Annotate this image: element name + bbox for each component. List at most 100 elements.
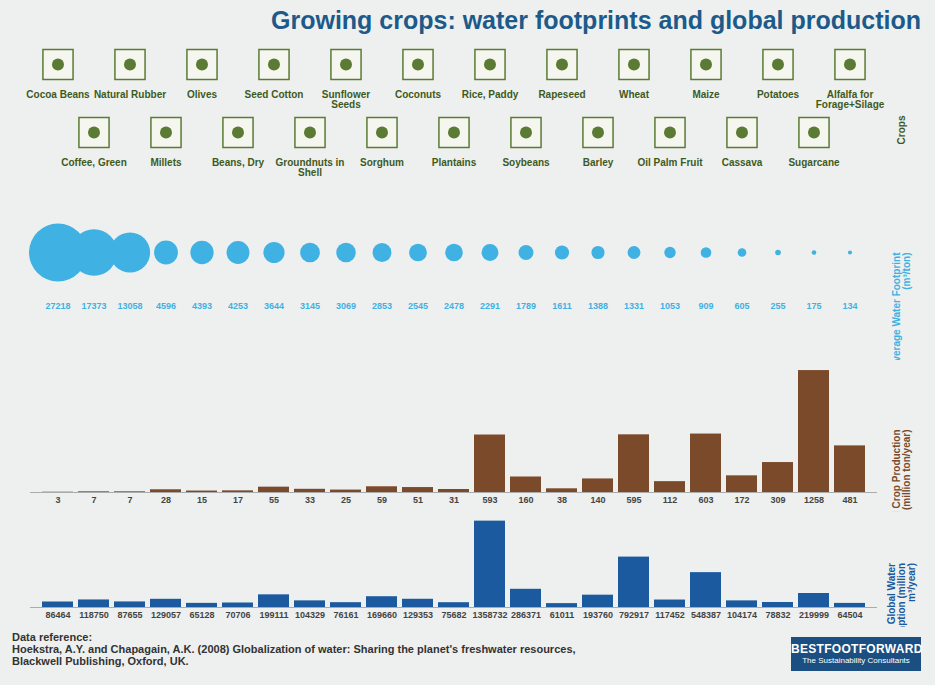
svg-text:309: 309: [770, 495, 785, 505]
svg-text:129057: 129057: [151, 610, 181, 620]
svg-text:548387: 548387: [691, 610, 721, 620]
svg-text:Oil Palm Fruit: Oil Palm Fruit: [637, 157, 703, 168]
svg-text:3: 3: [55, 495, 60, 505]
svg-text:129353: 129353: [403, 610, 433, 620]
svg-text:13058: 13058: [117, 301, 142, 311]
svg-text:286371: 286371: [511, 610, 541, 620]
svg-text:Global Crop Production(million: Global Crop Production(million ton/year): [891, 430, 912, 513]
svg-text:4253: 4253: [228, 301, 248, 311]
svg-text:Cocoa Beans: Cocoa Beans: [26, 89, 90, 100]
svg-text:64504: 64504: [837, 610, 862, 620]
svg-text:Coconuts: Coconuts: [395, 89, 442, 100]
svg-text:15: 15: [197, 495, 207, 505]
svg-text:17373: 17373: [81, 301, 106, 311]
svg-text:1611: 1611: [552, 301, 572, 311]
svg-text:2545: 2545: [408, 301, 428, 311]
svg-text:Barley: Barley: [583, 157, 614, 168]
svg-text:175: 175: [806, 301, 821, 311]
svg-text:Rapeseed: Rapeseed: [538, 89, 585, 100]
svg-text:909: 909: [698, 301, 713, 311]
svg-text:595: 595: [626, 495, 641, 505]
svg-text:255: 255: [770, 301, 785, 311]
svg-text:Soybeans: Soybeans: [502, 157, 550, 168]
svg-text:59: 59: [377, 495, 387, 505]
svg-text:Sorghum: Sorghum: [360, 157, 404, 168]
svg-text:104174: 104174: [727, 610, 757, 620]
svg-text:86464: 86464: [45, 610, 70, 620]
svg-text:Maize: Maize: [692, 89, 720, 100]
svg-text:2853: 2853: [372, 301, 392, 311]
svg-text:55: 55: [269, 495, 279, 505]
svg-text:140: 140: [590, 495, 605, 505]
svg-text:76161: 76161: [333, 610, 358, 620]
svg-text:Wheat: Wheat: [619, 89, 650, 100]
svg-text:172: 172: [734, 495, 749, 505]
svg-text:Crops: Crops: [896, 115, 907, 144]
svg-text:605: 605: [734, 301, 749, 311]
svg-text:4393: 4393: [192, 301, 212, 311]
svg-text:603: 603: [698, 495, 713, 505]
html-text:Hoekstra, A.Y. and Chapagain,: Hoekstra, A.Y. and Chapagain, A.K. (2008…: [12, 643, 576, 655]
svg-text:27218: 27218: [45, 301, 70, 311]
svg-text:7: 7: [127, 495, 132, 505]
svg-text:33: 33: [305, 495, 315, 505]
svg-text:593: 593: [482, 495, 497, 505]
svg-text:Millets: Millets: [150, 157, 182, 168]
svg-text:61011: 61011: [550, 610, 575, 620]
svg-text:Cassava: Cassava: [722, 157, 763, 168]
svg-text:SunflowerSeeds: SunflowerSeeds: [322, 89, 370, 110]
svg-text:78832: 78832: [765, 610, 790, 620]
svg-text:1258: 1258: [804, 495, 824, 505]
svg-text:Coffee, Green: Coffee, Green: [61, 157, 127, 168]
svg-text:7: 7: [91, 495, 96, 505]
svg-text:199111: 199111: [259, 610, 288, 620]
svg-text:Natural Rubber: Natural Rubber: [94, 89, 166, 100]
svg-text:Average Water Footprint(m³/ton: Average Water Footprint(m³/ton): [891, 252, 912, 360]
svg-text:1053: 1053: [660, 301, 680, 311]
svg-text:193760: 193760: [583, 610, 613, 620]
svg-text:160: 160: [518, 495, 533, 505]
svg-text:17: 17: [233, 495, 243, 505]
svg-text:134: 134: [842, 301, 857, 311]
svg-text:65128: 65128: [189, 610, 214, 620]
svg-text:4596: 4596: [156, 301, 176, 311]
svg-text:1388: 1388: [588, 301, 608, 311]
svg-text:112: 112: [663, 495, 678, 505]
svg-text:219999: 219999: [799, 610, 829, 620]
svg-text:70706: 70706: [225, 610, 250, 620]
svg-text:3644: 3644: [264, 301, 284, 311]
svg-text:1358732: 1358732: [472, 610, 507, 620]
svg-text:118750: 118750: [79, 610, 109, 620]
svg-text:Seed Cotton: Seed Cotton: [245, 89, 304, 100]
svg-text:1789: 1789: [516, 301, 536, 311]
svg-text:87655: 87655: [117, 610, 142, 620]
html-text:Growing crops: water footprint: Growing crops: water footprints and glob…: [271, 6, 921, 34]
svg-text:3145: 3145: [300, 301, 320, 311]
svg-text:1331: 1331: [624, 301, 644, 311]
svg-text:Rice, Paddy: Rice, Paddy: [462, 89, 519, 100]
svg-text:Global WaterConsumption (milli: Global WaterConsumption (millionm³/year): [886, 563, 917, 627]
svg-text:51: 51: [413, 495, 423, 505]
svg-text:104329: 104329: [295, 610, 325, 620]
svg-text:Alfalfa forForage+Silage: Alfalfa forForage+Silage: [816, 89, 885, 110]
svg-text:Potatoes: Potatoes: [757, 89, 800, 100]
svg-text:25: 25: [341, 495, 351, 505]
svg-text:481: 481: [842, 495, 857, 505]
svg-text:Olives: Olives: [187, 89, 217, 100]
svg-text:3069: 3069: [336, 301, 356, 311]
svg-text:31: 31: [449, 495, 459, 505]
svg-text:117452: 117452: [655, 610, 685, 620]
svg-text:2291: 2291: [480, 301, 500, 311]
svg-text:2478: 2478: [444, 301, 464, 311]
svg-text:38: 38: [557, 495, 567, 505]
svg-text:Sugarcane: Sugarcane: [788, 157, 840, 168]
svg-text:792917: 792917: [619, 610, 649, 620]
svg-text:75682: 75682: [441, 610, 466, 620]
svg-text:Plantains: Plantains: [432, 157, 477, 168]
svg-text:Groundnuts inShell: Groundnuts inShell: [276, 157, 345, 178]
svg-text:Beans, Dry: Beans, Dry: [212, 157, 265, 168]
svg-text:169660: 169660: [367, 610, 397, 620]
html-text:Data reference:: Data reference:: [12, 631, 93, 643]
html-text:BESTFOOTFORWARD: BESTFOOTFORWARD: [791, 642, 923, 656]
svg-text:28: 28: [161, 495, 171, 505]
